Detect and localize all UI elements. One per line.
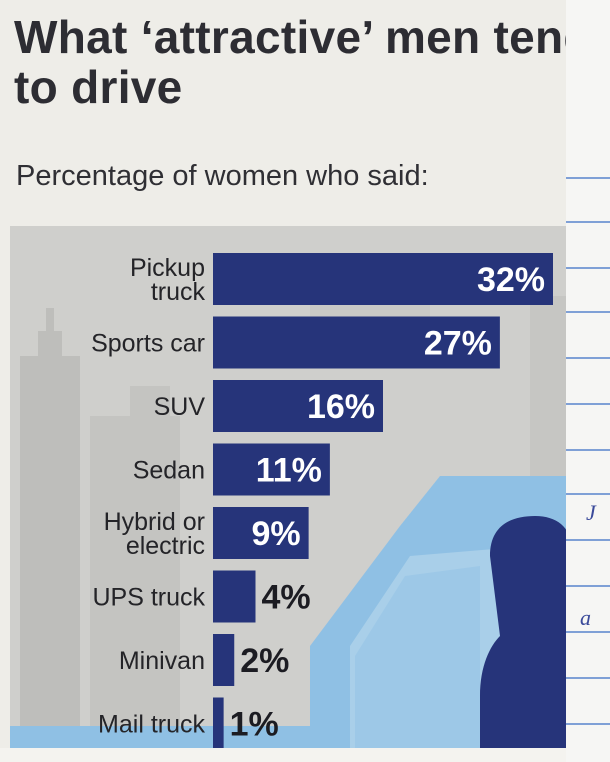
value-label-1: 27% bbox=[424, 325, 492, 363]
category-label-7: Mail truck bbox=[98, 711, 205, 739]
notebook-paper-edge: J a bbox=[566, 0, 610, 762]
notebook-mark-1: J bbox=[586, 500, 597, 525]
chart-title: What ‘attractive’ men tend to drive bbox=[14, 11, 592, 113]
category-label-1: Sports car bbox=[91, 330, 205, 358]
category-label-5: UPS truck bbox=[92, 584, 205, 612]
category-label-0: Pickup truck bbox=[130, 254, 206, 306]
bar-2 bbox=[213, 380, 383, 432]
category-label-4: Hybrid or electric bbox=[104, 508, 205, 560]
value-label-3: 11% bbox=[256, 452, 322, 490]
value-label-4: 9% bbox=[251, 515, 300, 553]
bar-3 bbox=[213, 443, 330, 496]
value-label-2: 16% bbox=[307, 388, 375, 426]
category-label-6: Minivan bbox=[119, 647, 205, 675]
bar-4 bbox=[213, 507, 309, 559]
bar-7 bbox=[213, 697, 224, 748]
category-label-2: SUV bbox=[154, 393, 206, 421]
category-label-3: Sedan bbox=[133, 457, 205, 485]
city-skyline-illustration bbox=[10, 266, 610, 748]
value-label-6: 2% bbox=[240, 642, 289, 680]
bar-0 bbox=[213, 253, 553, 305]
notebook-mark-2: a bbox=[580, 605, 591, 630]
bar-5 bbox=[213, 570, 256, 623]
value-label-0: 32% bbox=[477, 261, 545, 299]
bar-1 bbox=[213, 316, 500, 369]
value-label-7: 1% bbox=[230, 706, 279, 744]
page-bottom-edge bbox=[0, 748, 610, 762]
value-label-5: 4% bbox=[262, 579, 311, 617]
bar-6 bbox=[213, 634, 235, 686]
chart-subtitle: Percentage of women who said: bbox=[16, 160, 429, 192]
